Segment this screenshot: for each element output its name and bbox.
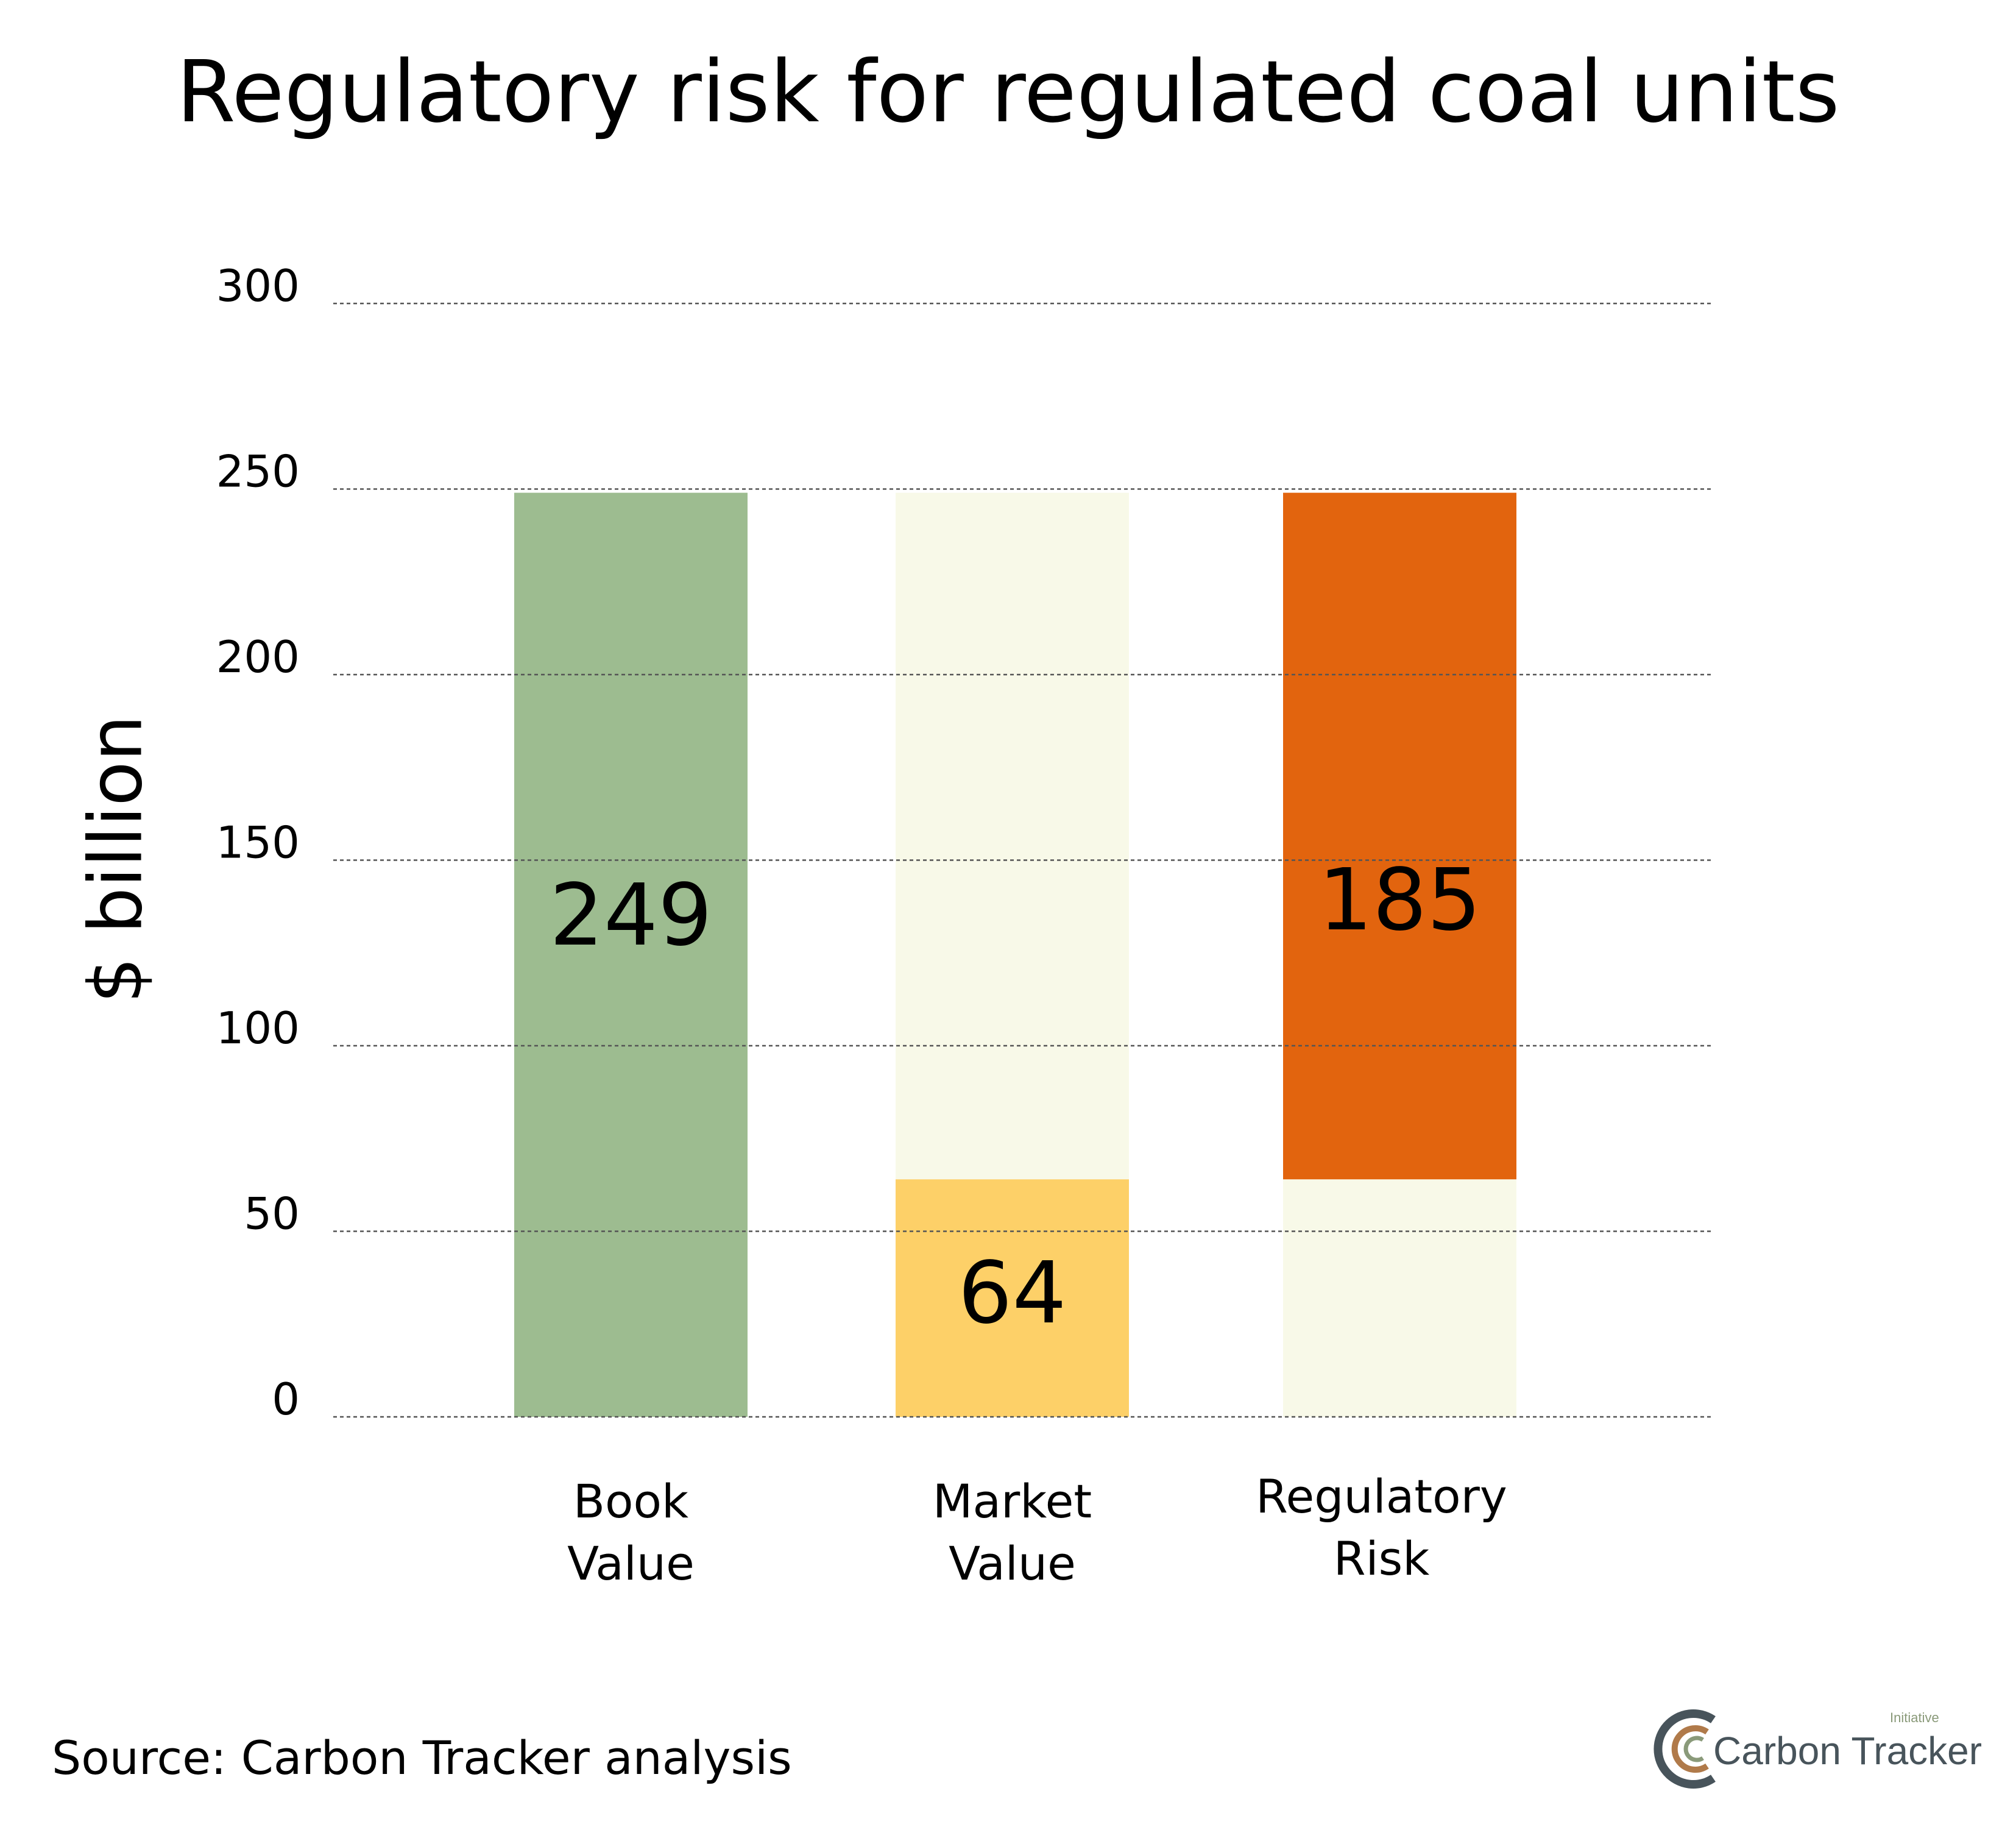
chart-title: Regulatory risk for regulated coal units (176, 43, 1840, 142)
bar-regulatory-risk (1283, 492, 1516, 1180)
logo-c-rings-icon (1653, 1709, 1716, 1789)
logo-small-text: Initiative (1890, 1710, 1939, 1725)
x-category-label: Regulatory (1256, 1469, 1507, 1524)
y-tick-label: 100 (216, 1002, 300, 1054)
bar-background (896, 492, 1129, 1180)
x-category-label: Market (933, 1474, 1092, 1528)
carbon-tracker-logo: Carbon Tracker Initiative (1649, 1706, 1982, 1792)
y-tick-label: 200 (216, 631, 300, 683)
y-tick-label: 250 (216, 446, 300, 497)
x-category-label: Book (573, 1474, 688, 1528)
bar-value-label: 185 (1318, 851, 1481, 950)
y-tick-label: 0 (272, 1374, 300, 1425)
bar-market-value (896, 1179, 1129, 1417)
bar-background (1283, 1179, 1516, 1417)
bar-value-label: 249 (550, 866, 712, 965)
x-category-label: Value (567, 1536, 695, 1591)
x-category-label: Risk (1334, 1531, 1430, 1586)
source-note: Source: Carbon Tracker analysis (52, 1731, 792, 1785)
bar-book-value (514, 492, 748, 1417)
bar-value-label: 64 (958, 1244, 1066, 1343)
y-tick-label: 300 (216, 260, 300, 311)
y-tick-label: 150 (216, 817, 300, 868)
x-category-label: Value (949, 1536, 1076, 1591)
y-tick-label: 50 (244, 1188, 300, 1240)
logo-text: Carbon Tracker (1713, 1729, 1982, 1773)
